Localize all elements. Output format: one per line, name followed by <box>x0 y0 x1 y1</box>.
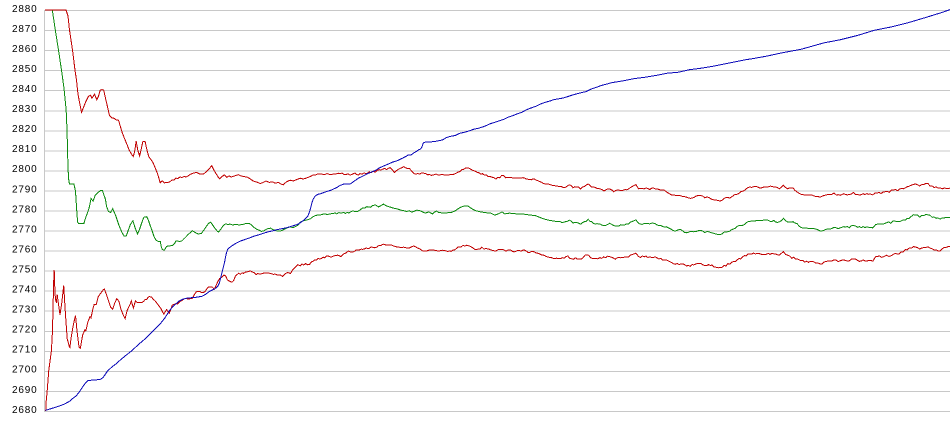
svg-text:2880: 2880 <box>12 4 37 15</box>
svg-text:2810: 2810 <box>12 144 37 155</box>
svg-text:2720: 2720 <box>12 325 37 336</box>
svg-text:2800: 2800 <box>12 164 37 175</box>
svg-text:2760: 2760 <box>12 244 37 255</box>
svg-text:2830: 2830 <box>12 104 37 115</box>
svg-text:2690: 2690 <box>12 385 37 396</box>
svg-text:2700: 2700 <box>12 365 37 376</box>
svg-text:2860: 2860 <box>12 44 37 55</box>
svg-text:2820: 2820 <box>12 124 37 135</box>
svg-text:2840: 2840 <box>12 84 37 95</box>
svg-text:2740: 2740 <box>12 285 37 296</box>
svg-text:2770: 2770 <box>12 224 37 235</box>
svg-text:2750: 2750 <box>12 265 37 276</box>
svg-text:2790: 2790 <box>12 184 37 195</box>
svg-text:2850: 2850 <box>12 64 37 75</box>
svg-text:2780: 2780 <box>12 204 37 215</box>
svg-text:2710: 2710 <box>12 345 37 356</box>
svg-text:2870: 2870 <box>12 24 37 35</box>
svg-text:2730: 2730 <box>12 305 37 316</box>
svg-text:2680: 2680 <box>12 405 37 416</box>
